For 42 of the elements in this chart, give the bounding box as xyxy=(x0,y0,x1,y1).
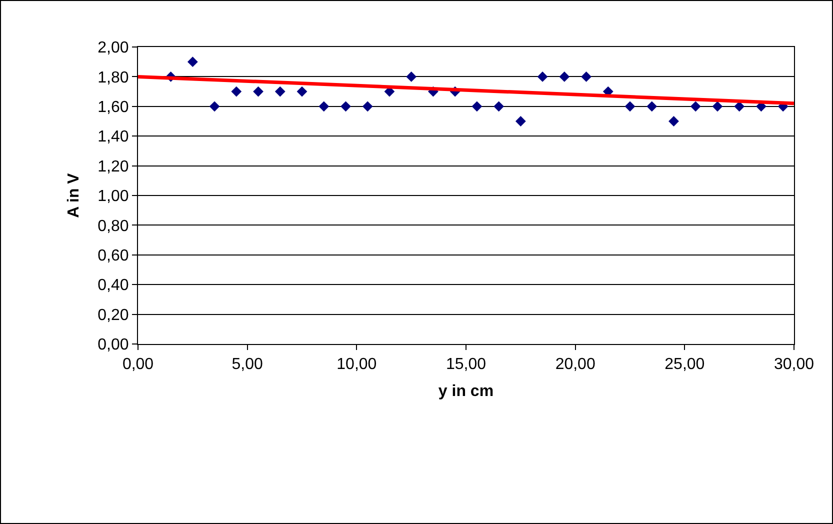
point xyxy=(515,116,526,126)
x-axis-title: y in cm xyxy=(438,382,494,400)
point xyxy=(712,101,723,112)
x-tick-label: 0,00 xyxy=(122,356,154,374)
point xyxy=(690,101,701,112)
point xyxy=(231,86,242,97)
point xyxy=(362,101,373,112)
y-tick-label: 0,00 xyxy=(98,336,129,354)
point xyxy=(668,116,679,126)
point xyxy=(646,101,658,112)
x-tick-label: 10,00 xyxy=(336,356,377,374)
y-axis-title: A in V xyxy=(66,172,83,218)
point xyxy=(296,86,308,97)
y-tick-label: 1,80 xyxy=(98,69,129,86)
point xyxy=(253,86,264,97)
point xyxy=(472,101,482,112)
point xyxy=(406,72,417,82)
y-tick-label: 0,80 xyxy=(98,218,129,235)
y-tick-label: 1,60 xyxy=(98,99,129,116)
point xyxy=(559,72,570,82)
y-tick-label: 0,60 xyxy=(98,248,129,264)
y-tick-label: 1,00 xyxy=(98,188,129,206)
point xyxy=(624,101,636,112)
x-tick-label: 25,00 xyxy=(664,356,705,374)
point xyxy=(494,101,504,112)
point xyxy=(537,72,548,82)
y-tick-label: 0,40 xyxy=(98,277,129,294)
y-tick-label: 1,20 xyxy=(98,158,129,176)
point xyxy=(734,101,745,112)
y-tick-label: 0,20 xyxy=(98,306,129,324)
point xyxy=(340,101,351,112)
y-tick-label: 2,00 xyxy=(98,40,129,57)
x-tick-label: 30,00 xyxy=(774,356,814,374)
x-tick-label: 15,00 xyxy=(446,356,486,374)
point xyxy=(581,72,592,82)
y-tick-label: 1,40 xyxy=(98,128,129,146)
x-tick-label: 5,00 xyxy=(232,356,263,374)
point xyxy=(274,86,286,97)
point xyxy=(187,56,198,68)
x-tick-label: 20,00 xyxy=(555,356,596,374)
point xyxy=(209,101,220,112)
point xyxy=(318,101,330,112)
